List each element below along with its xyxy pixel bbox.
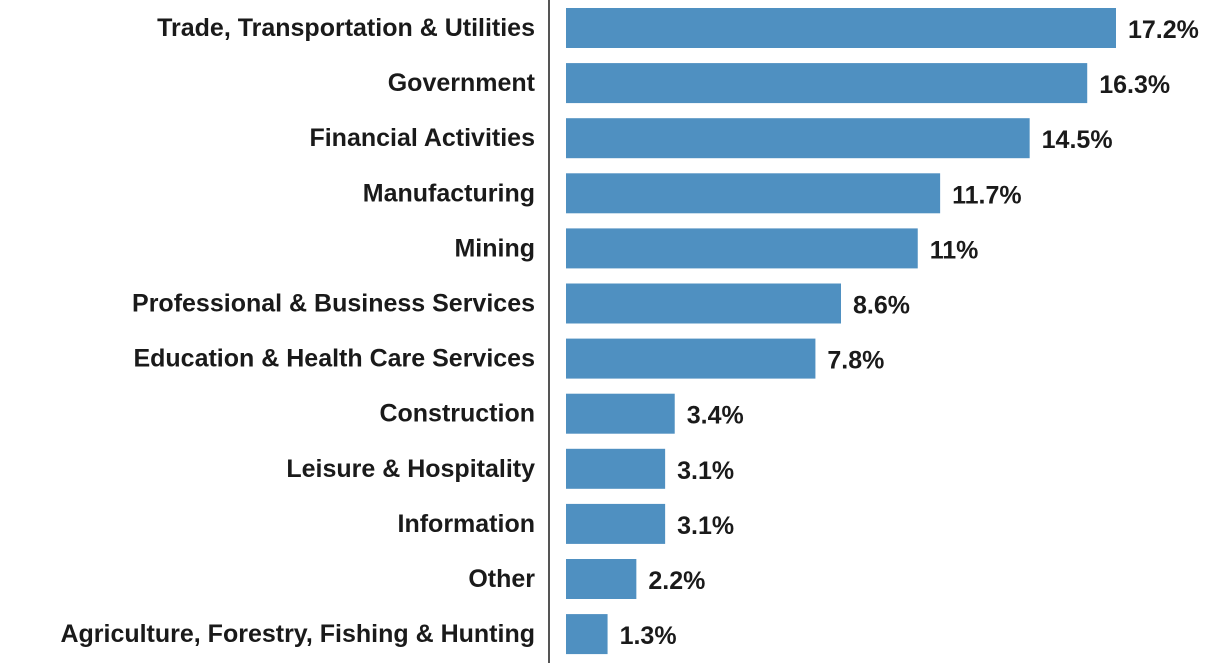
value-label-0: 17.2% <box>1128 16 1199 44</box>
value-label-4: 11% <box>930 236 979 264</box>
category-label-3: Manufacturing <box>363 179 535 207</box>
bar-5 <box>566 283 841 324</box>
bar-4 <box>566 228 918 269</box>
category-label-2: Financial Activities <box>309 124 535 152</box>
value-label-5: 8.6% <box>853 292 910 320</box>
category-label-0: Trade, Transportation & Utilities <box>157 14 535 42</box>
value-label-6: 7.8% <box>827 347 884 375</box>
bar-10 <box>566 559 637 599</box>
value-label-11: 1.3% <box>620 622 677 650</box>
value-label-9: 3.1% <box>677 512 734 540</box>
category-label-10: Other <box>468 565 535 593</box>
bar-9 <box>566 503 666 544</box>
category-label-5: Professional & Business Services <box>132 290 535 318</box>
category-label-6: Education & Health Care Services <box>133 345 535 373</box>
bar-3 <box>566 173 941 214</box>
value-labels-group: 17.2% 16.3% 14.5% 11.7% 11% 8.6% 7.8% 3.4% 3.1% 3… <box>620 16 1199 650</box>
bar-8 <box>566 448 666 489</box>
bar-1 <box>566 63 1088 104</box>
bar-0 <box>566 8 1116 48</box>
bar-11 <box>566 614 608 655</box>
bar-7 <box>566 393 675 434</box>
category-label-8: Leisure & Hospitality <box>286 455 535 483</box>
value-label-2: 14.5% <box>1042 126 1113 154</box>
category-label-9: Information <box>398 510 536 538</box>
category-label-4: Mining <box>454 234 535 262</box>
category-label-1: Government <box>388 69 536 97</box>
bar-6 <box>566 338 816 379</box>
value-label-3: 11.7% <box>952 181 1022 209</box>
category-labels-group: Trade, Transportation & Utilities Governm… <box>60 14 535 648</box>
bars-group <box>566 8 1116 655</box>
value-label-7: 3.4% <box>687 402 744 430</box>
category-label-11: Agriculture, Forestry, Fishing & Hunting <box>60 620 535 648</box>
value-label-10: 2.2% <box>648 567 705 595</box>
value-label-1: 16.3% <box>1099 71 1170 99</box>
category-label-7: Construction <box>379 400 535 428</box>
value-label-8: 3.1% <box>677 457 734 485</box>
bar-2 <box>566 118 1030 159</box>
